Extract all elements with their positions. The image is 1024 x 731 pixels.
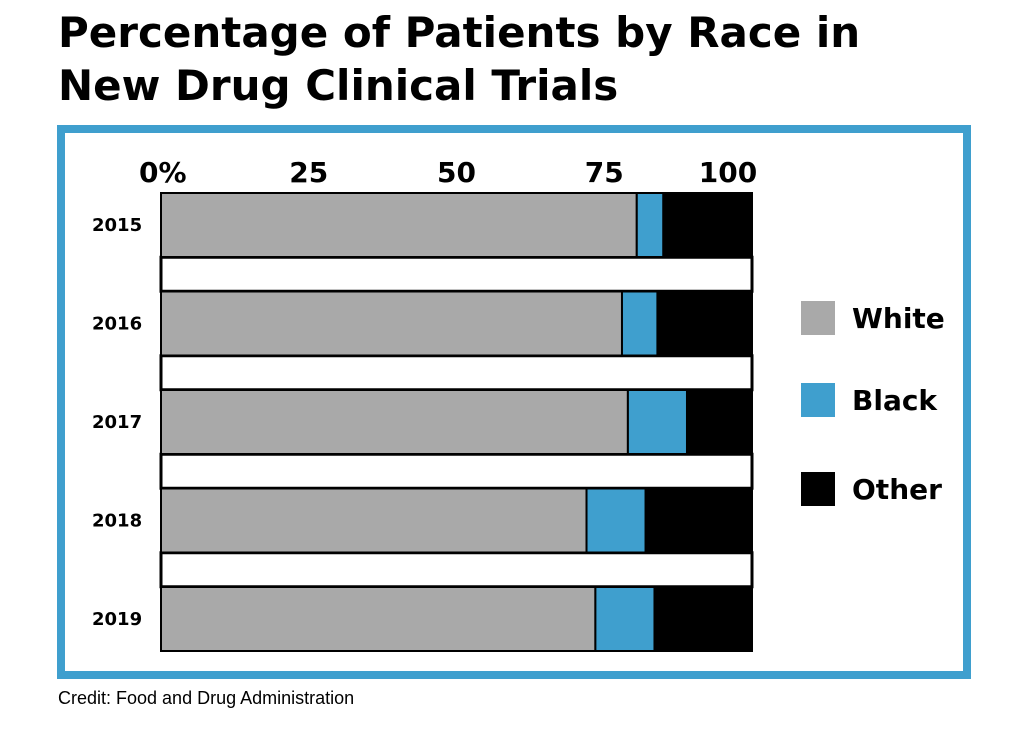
legend-swatch-other <box>801 472 835 506</box>
chart-title: Percentage of Patients by Race in New Dr… <box>58 6 1008 112</box>
bar-black-2016 <box>620 290 659 357</box>
x-tick-label: 75 <box>585 156 624 189</box>
x-tick-label: 50 <box>437 156 476 189</box>
y-tick-label: 2016 <box>92 314 142 335</box>
bar-white-2018 <box>160 487 588 554</box>
bar-other-2017 <box>685 389 753 455</box>
legend-swatch-white <box>801 301 835 335</box>
credit-text: Credit: Food and Drug Administration <box>58 688 355 708</box>
bar-white-2019 <box>160 586 597 652</box>
bar-white-2015 <box>160 192 638 258</box>
bar-other-2018 <box>644 487 753 554</box>
separator-bar <box>159 452 754 490</box>
x-tick-label: 100 <box>699 156 757 189</box>
separator-bar <box>159 551 754 589</box>
bar-other-2016 <box>656 290 753 357</box>
y-axis-labels: 2015 2016 2017 2018 2019 <box>92 215 142 630</box>
y-tick-label: 2015 <box>92 215 142 236</box>
plot-area <box>159 192 754 652</box>
legend-label-white: White <box>852 302 945 335</box>
y-tick-label: 2018 <box>92 511 142 532</box>
bar-black-2017 <box>626 389 688 455</box>
bar-black-2018 <box>585 487 647 554</box>
bar-white-2017 <box>160 389 629 455</box>
bar-other-2019 <box>653 586 753 652</box>
bar-white-2016 <box>160 290 623 357</box>
chart-title-line-1: Percentage of Patients by Race in <box>58 8 861 57</box>
separator-bar <box>159 255 754 293</box>
bar-other-2015 <box>662 192 753 258</box>
legend-label-other: Other <box>852 473 942 506</box>
x-axis-ticks: 0% 25 50 75 100 <box>139 156 757 189</box>
x-tick-label: 25 <box>289 156 328 189</box>
legend-label-black: Black <box>852 384 938 417</box>
x-tick-label: 0% <box>139 156 187 189</box>
chart-title-line-2: New Drug Clinical Trials <box>58 61 619 110</box>
bar-black-2019 <box>594 586 656 652</box>
legend: White Black Other <box>801 301 945 506</box>
y-tick-label: 2017 <box>92 412 142 433</box>
separator-bar <box>159 354 754 392</box>
y-tick-label: 2019 <box>92 609 142 630</box>
chart-frame <box>57 125 971 679</box>
legend-swatch-black <box>801 383 835 417</box>
bar-black-2015 <box>635 192 665 258</box>
